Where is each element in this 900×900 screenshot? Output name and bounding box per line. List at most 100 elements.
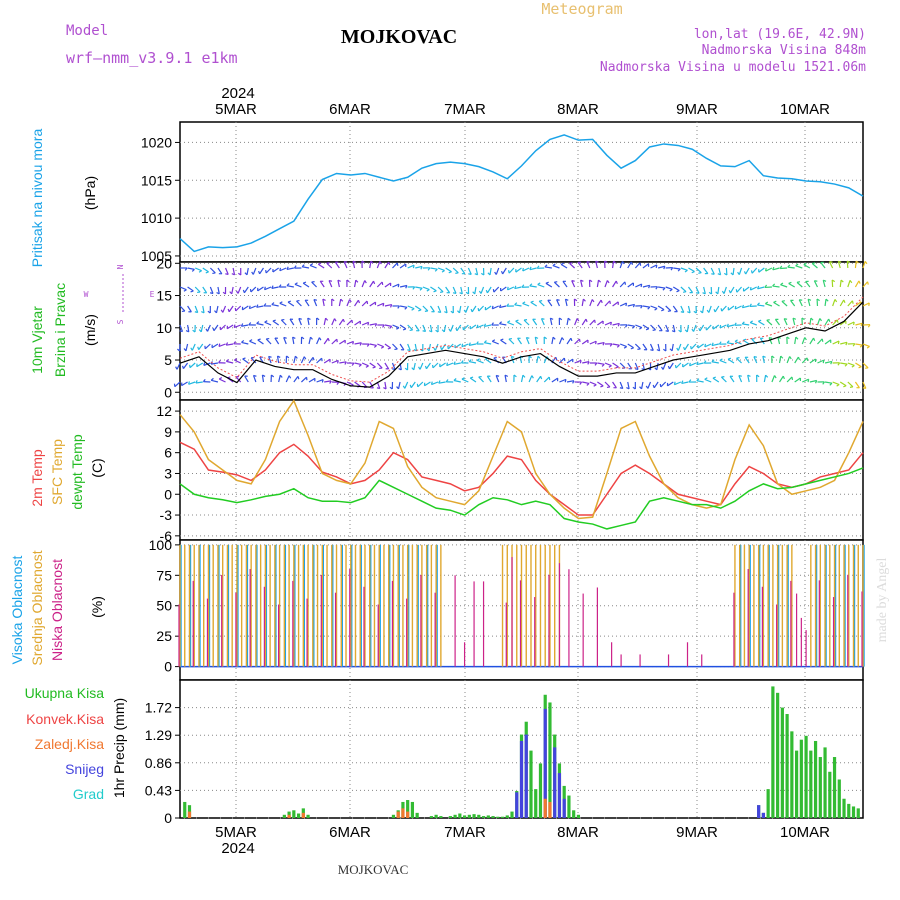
wind-barb [765,267,773,272]
wind-barb [837,261,841,269]
wind-barb [639,327,643,330]
top-day-label: 7MAR [444,101,486,118]
wind-barb [768,337,773,345]
wind-barb [774,375,777,379]
wind-barb [449,324,454,332]
sfc-temp-line [179,399,864,520]
wind-barb [704,378,712,383]
wind-barb [496,374,500,377]
wind-barb [647,381,652,389]
wind-barb [392,283,400,288]
wind-barb [491,322,494,326]
wind-barb [507,321,515,326]
wind-barb [241,341,249,345]
wind-barb [441,329,445,333]
wind-barb [855,343,863,346]
wind-barb [184,267,188,271]
compass-w: W [84,290,89,299]
wind-barb [794,377,801,383]
wind-barb [562,280,568,288]
cloud-tick-label: 75 [156,567,172,583]
temp-tick-label: -6 [160,528,173,544]
wind-barb [711,361,719,364]
wind-barb [813,280,819,288]
wind-barb [522,267,530,272]
wind-barb [657,324,663,332]
pressure-unit: (hPa) [82,176,98,210]
wind-barb [324,380,332,383]
wind-barb [232,267,236,275]
wind-barb [627,282,634,288]
wind-barb [723,272,728,276]
wind-barb [539,300,543,302]
wind-barb [604,280,608,288]
cloud-tick-label: 25 [156,628,172,644]
wind-barb [308,377,316,383]
wind-barb [194,305,199,313]
wind-barb [657,305,665,311]
precip-bar-total [510,811,514,818]
wind-barb [507,270,510,274]
precip-bar-total [434,814,438,818]
wind-barb [680,267,688,271]
wind-barb [658,286,666,289]
wind-barb [829,382,833,386]
wind-barb [705,327,708,331]
wind-barb [794,356,799,364]
precip-bar-total [453,814,457,818]
wind-barb [257,339,264,345]
precip-bar-total [491,816,495,818]
wind-barb [855,260,859,264]
wind-barb [741,321,745,325]
wind-barb [594,341,597,345]
precip-bar-total [832,757,837,818]
wind-barb [234,359,241,364]
wind-barb [719,324,727,329]
wind-barb [452,267,459,274]
wind-barb [743,271,747,275]
wind-barb [331,359,339,364]
wind-barb [536,356,539,364]
wind-barb [415,265,423,269]
wind-barb [765,303,773,307]
bottom-day-label: 9MAR [676,824,718,841]
wind-barb [494,271,497,275]
wind-barb [624,281,627,285]
wind-barb [558,337,563,345]
wind-barb [702,292,706,295]
wind-barb [437,311,441,314]
temp-unit: (C) [89,458,105,477]
wind-barb [333,318,337,322]
y-tick-labels: 100510101015102005101520-6-3036912025507… [141,134,172,826]
wind-barb [491,339,496,342]
cloud-tick-label: 0 [164,659,172,675]
wind-barb [757,286,765,290]
wind-barb [279,267,287,272]
wind-barb [460,286,463,294]
wind-barb [589,340,597,345]
wind-barb [235,376,242,383]
precip-bar-total [534,789,538,818]
wind-barb [650,324,657,331]
wind-barb [455,272,459,274]
wind-barb [612,301,619,307]
wind-barb [231,273,235,276]
wind-barb [376,362,383,369]
wind-barb [847,362,855,367]
wind-barb [706,309,710,313]
wind-barb [665,324,670,332]
wind-barb [279,374,283,378]
wind-barb [854,381,860,389]
wind-barb [719,324,722,329]
wind-barb [346,340,354,345]
wind-barb [397,284,400,288]
wind-barb [736,286,743,293]
wind-barb [569,262,576,269]
wind-barb [187,267,195,270]
wind-barb [476,359,484,364]
wind-barb [331,338,338,345]
wind-barb [457,310,460,314]
wind-barb [762,355,766,358]
wind-barb [287,301,295,307]
legend-total: Ukupna Kisa [25,685,105,701]
